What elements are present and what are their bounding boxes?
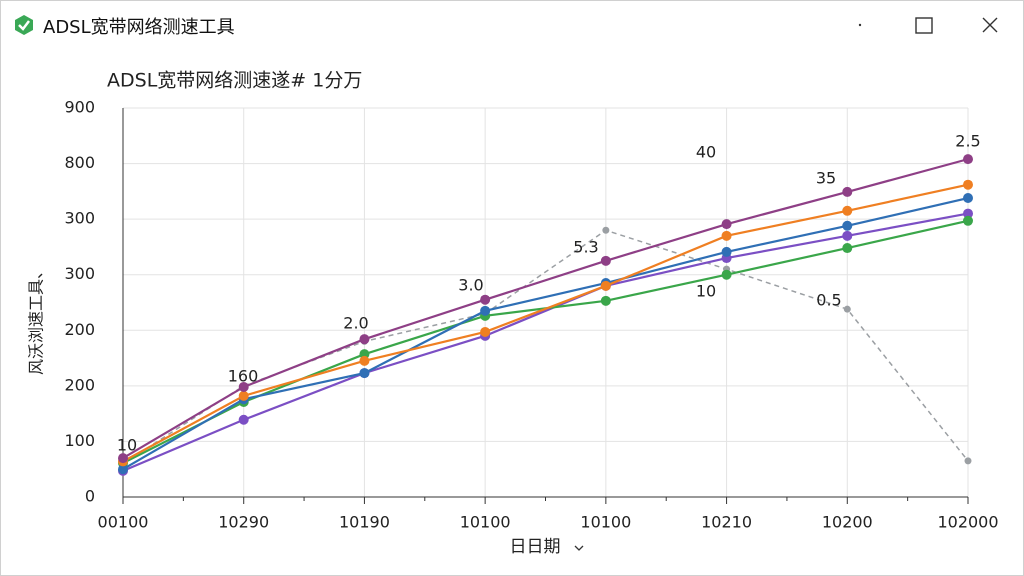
- series-line: [122, 158, 969, 460]
- y-axis-label: 风沃浏速工具、: [27, 263, 46, 375]
- data-point: [963, 193, 973, 204]
- y-tick-label: 100: [64, 431, 95, 450]
- data-point: [721, 219, 732, 230]
- data-point: [600, 295, 611, 306]
- series-line: [122, 229, 969, 465]
- close-button[interactable]: [967, 9, 1013, 41]
- x-tick-label: 10290: [218, 513, 269, 532]
- data-point: [963, 215, 973, 226]
- x-tick-label: 102000: [937, 513, 998, 532]
- data-point: [842, 243, 853, 254]
- minimize-button[interactable]: [837, 9, 883, 41]
- data-point: [721, 246, 732, 257]
- data-point: [480, 305, 491, 316]
- y-tick-label: 0: [85, 487, 95, 506]
- series-line: [122, 196, 969, 471]
- data-point: [359, 355, 370, 366]
- maximize-button[interactable]: [901, 9, 947, 41]
- data-point: [843, 305, 851, 313]
- annotation: 3.0: [458, 276, 483, 295]
- annotation: 160: [228, 367, 259, 386]
- annotation: 0.5: [816, 291, 841, 310]
- annotation: 10: [696, 282, 716, 301]
- y-tick-label: 300: [64, 209, 95, 228]
- series-line: [122, 183, 969, 463]
- chart: ADSL宽带网络测速遂# 1分万 风沃浏速工具、 日日期 0 100 200 200 3…: [27, 70, 999, 558]
- data-point: [118, 453, 128, 464]
- data-point: [963, 179, 973, 190]
- data-point: [963, 154, 973, 165]
- series-line: [122, 219, 969, 465]
- data-point: [480, 294, 491, 305]
- x-tick-label: 10210: [701, 513, 752, 532]
- y-tick-label: 200: [64, 375, 95, 394]
- x-tick-label: 10200: [822, 513, 873, 532]
- data-point: [238, 414, 249, 425]
- data-point: [721, 230, 732, 241]
- data-point: [359, 368, 370, 379]
- y-tick-label: 800: [64, 153, 95, 172]
- data-point: [359, 334, 370, 345]
- annotation: 2.0: [343, 314, 368, 333]
- x-tick-label: 10190: [339, 513, 390, 532]
- y-tick-label: 300: [64, 264, 95, 283]
- chart-title: ADSL宽带网络测速遂# 1分万: [107, 70, 362, 92]
- data-point: [964, 457, 972, 465]
- annotation: 35: [816, 169, 836, 188]
- x-tick-label: 00100: [98, 513, 149, 532]
- x-axis-label: 日日期: [510, 537, 561, 557]
- series-line: [122, 212, 969, 472]
- data-point: [842, 205, 853, 216]
- app-icon: [15, 15, 33, 35]
- data-point: [480, 326, 491, 337]
- data-point: [238, 381, 249, 392]
- annotation: 40: [696, 143, 716, 162]
- data-point: [842, 230, 853, 241]
- annotation: 10: [117, 436, 137, 455]
- data-point: [721, 269, 732, 280]
- annotation: 5.3: [573, 238, 598, 257]
- data-point: [118, 464, 128, 475]
- x-tick-label: 10100: [580, 513, 631, 532]
- title-bar: ADSL宽带网络测速工具: [1, 1, 1023, 49]
- window-title: ADSL宽带网络测速工具: [43, 17, 235, 38]
- data-point: [602, 226, 610, 234]
- data-point: [842, 186, 853, 197]
- y-tick-label: 200: [64, 320, 95, 339]
- x-tick-label: 10100: [460, 513, 511, 532]
- data-point: [238, 390, 249, 401]
- data-point: [600, 255, 611, 266]
- dropdown-chevron[interactable]: [574, 545, 584, 551]
- data-point: [842, 220, 853, 231]
- data-point: [963, 208, 973, 219]
- data-point: [600, 280, 611, 291]
- y-tick-label: 900: [64, 98, 95, 117]
- annotation: 2.5: [955, 132, 980, 151]
